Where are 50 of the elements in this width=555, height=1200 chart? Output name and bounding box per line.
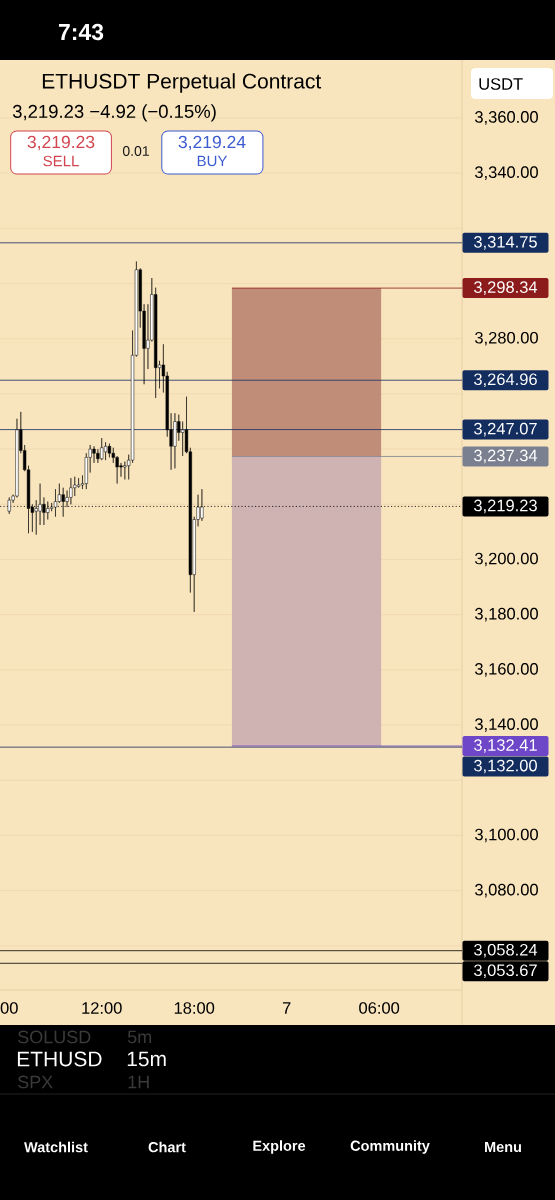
ref-line-label: 3,058.24 [474,943,538,958]
candlestick [173,412,177,469]
ref-line-label: 3,264.96 [474,373,537,388]
candlestick [200,488,204,522]
text: 1H [128,1075,149,1089]
ref-line-label: 3,247.07 [474,422,537,437]
candlestick [100,437,104,461]
text: 7:43 [58,23,104,41]
x-tick-label: 12:00 [82,1002,122,1014]
text: Chart [148,1141,186,1153]
x-tick-label: 7 [282,1002,291,1014]
candlestick [103,441,108,461]
ref-line-label: 3,314.75 [474,236,537,250]
y-tick-label: 3,140.00 [475,718,538,732]
x-tick-label: 18:00 [174,1002,215,1014]
text: ETHUSD [17,1051,102,1067]
text: 3,219.23 −4.92 (−0.15%) [12,104,216,122]
ref-line-label: 3,219.23 [474,499,537,514]
y-tick-label: 3,100.00 [475,828,538,843]
x-tick-label: 06:00 [359,1002,400,1014]
annotation: BUY [197,155,228,167]
annotation: 0.01 [122,146,149,156]
text: Explore [253,1140,306,1154]
ref-line-label: 3,298.34 [474,281,538,295]
y-tick-label: 3,160.00 [475,663,538,677]
y-tick-label: 3,080.00 [475,883,538,898]
y-tick-label: 3,180.00 [475,607,538,622]
text: 5m [127,1030,152,1044]
text: 15m [127,1051,166,1067]
text: SPX [18,1075,53,1089]
y-tick-label: 3,280.00 [475,331,538,346]
y-tick-label: 3,200.00 [475,552,538,567]
text: Community [350,1140,430,1154]
ref-line-label: 3,053.67 [474,964,537,979]
ref-line-label: 3,132.41 [474,739,537,753]
text: Watchlist [24,1141,88,1153]
candlestick [7,497,11,515]
ref-line-label: 3,237.34 [474,449,538,464]
annotation: 3,219.23 [27,135,95,151]
y-tick-label: 3,340.00 [475,166,538,180]
annotation: SELL [43,155,79,167]
text: Menu [485,1141,521,1153]
y-tick-label: 3,360.00 [475,111,538,125]
annotation: 3,219.24 [178,135,246,151]
text: USDT [479,78,523,90]
text: ETHUSDT Perpetual Contract [42,73,322,93]
candlestick [69,477,73,505]
ref-line-label: 3,132.00 [474,759,537,774]
text: SOLUSD [18,1030,91,1044]
x-tick-label: 00 [0,1002,18,1014]
